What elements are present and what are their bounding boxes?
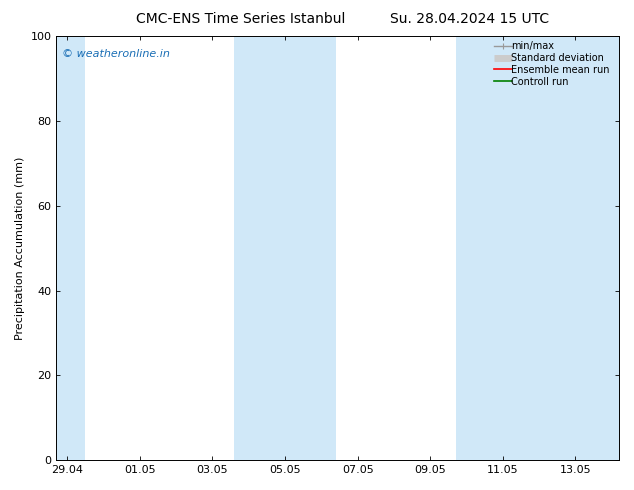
Text: © weatheronline.in: © weatheronline.in xyxy=(62,49,170,59)
Legend: min/max, Standard deviation, Ensemble mean run, Controll run: min/max, Standard deviation, Ensemble me… xyxy=(493,39,616,89)
Bar xyxy=(56,36,86,460)
Bar xyxy=(456,36,619,460)
Y-axis label: Precipitation Accumulation (mm): Precipitation Accumulation (mm) xyxy=(15,156,25,340)
Text: Su. 28.04.2024 15 UTC: Su. 28.04.2024 15 UTC xyxy=(390,12,548,26)
Bar xyxy=(235,36,336,460)
Text: CMC-ENS Time Series Istanbul: CMC-ENS Time Series Istanbul xyxy=(136,12,346,26)
